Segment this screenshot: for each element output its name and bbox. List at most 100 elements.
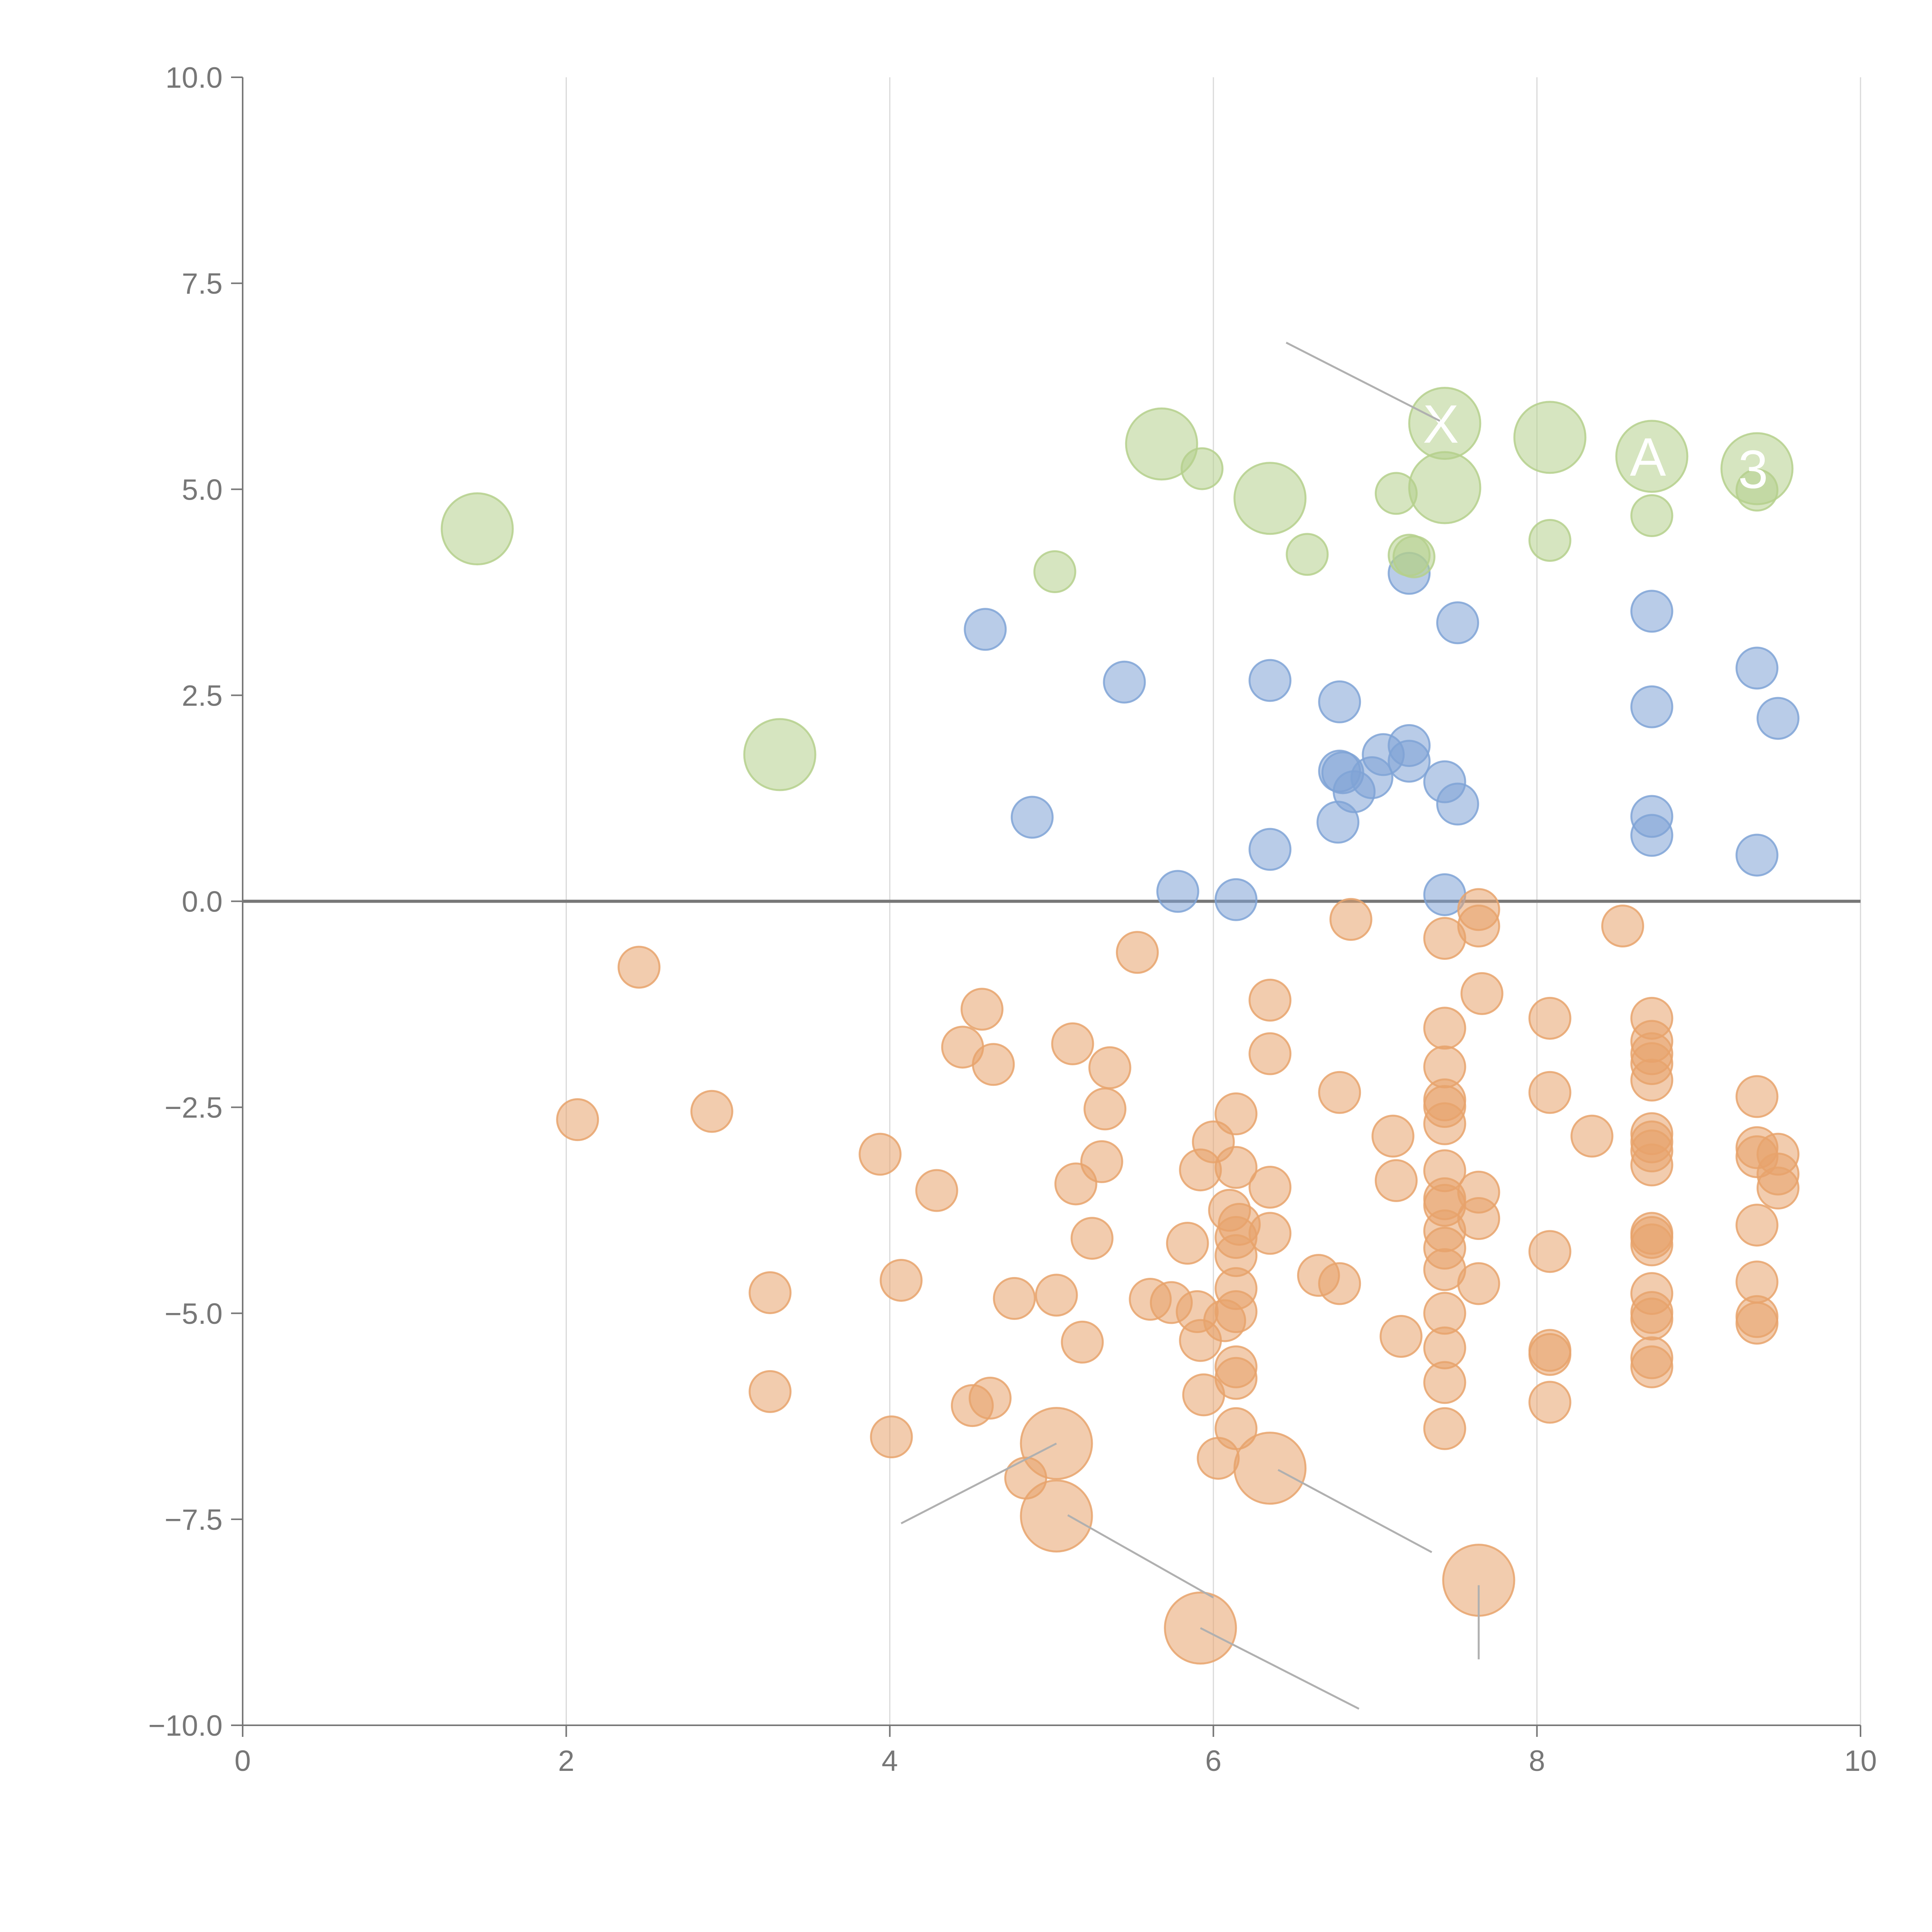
y-tick-label: 5.0 (182, 473, 223, 506)
orange-point (1423, 1007, 1466, 1050)
orange-point (1248, 1032, 1292, 1075)
orange-point (1528, 1071, 1571, 1114)
orange-point (748, 1370, 792, 1413)
leader-line (1286, 342, 1440, 422)
orange-point (1630, 1345, 1673, 1388)
blue-point (1735, 833, 1779, 877)
orange-point (1214, 1146, 1258, 1189)
x-tick-label: 0 (235, 1745, 251, 1777)
point-label: A (1630, 427, 1666, 487)
blue-point (1248, 659, 1292, 702)
y-tick-label: 10.0 (165, 61, 223, 94)
orange-point (1457, 904, 1500, 947)
orange-point (972, 1043, 1015, 1086)
orange-point (1318, 1262, 1361, 1305)
orange-point (1248, 1165, 1292, 1209)
leader-line (900, 1442, 1057, 1524)
blue-point (1103, 660, 1146, 704)
orange-point (1528, 1381, 1571, 1424)
y-tick-label: 7.5 (182, 267, 223, 300)
orange-large-point (1020, 1479, 1093, 1553)
orange-point (1630, 1223, 1673, 1267)
green-large-point (1408, 451, 1481, 524)
leader-line (1200, 1627, 1360, 1710)
orange-point (1374, 1159, 1418, 1202)
orange-point (1080, 1140, 1123, 1183)
orange-point (870, 1415, 913, 1459)
green-large-point (1720, 432, 1794, 505)
orange-point (1528, 997, 1571, 1040)
y-tick-label: 2.5 (182, 679, 223, 712)
green-point (1528, 519, 1571, 562)
green-large-point (1125, 407, 1198, 481)
orange-point (1528, 1333, 1571, 1376)
x-tick-label: 10 (1844, 1745, 1877, 1777)
orange-point (993, 1277, 1036, 1320)
points-layer (556, 447, 1799, 1500)
orange-point (1630, 1058, 1673, 1102)
leader-line (1277, 1469, 1432, 1553)
y-tick-label: −5.0 (165, 1298, 223, 1330)
blue-point (1156, 870, 1199, 913)
orange-point (1329, 898, 1372, 941)
orange-point (1457, 1197, 1500, 1240)
blue-point (1248, 828, 1292, 871)
orange-point (1423, 1407, 1466, 1450)
x-tick-label: 2 (558, 1745, 574, 1777)
leader-line (1067, 1514, 1214, 1599)
orange-point (1166, 1221, 1209, 1265)
orange-point (968, 1376, 1012, 1420)
blue-point (1735, 646, 1779, 690)
green-large-point (440, 492, 514, 566)
green-large-point (1233, 462, 1307, 535)
blue-point (1214, 878, 1258, 921)
axes-layer: 10.0 7.5 5.0 2.5 0.0 −2.5 −5.0 −7.5 −10.0 0 2 4 6 8 10 (148, 61, 1877, 1777)
blue-point (1318, 680, 1361, 723)
green-point (1630, 494, 1673, 537)
orange-point (859, 1133, 902, 1176)
orange-point (915, 1169, 958, 1212)
green-large-point (1513, 401, 1587, 474)
orange-point (1248, 1212, 1292, 1255)
labeled-points-layer: X A 3 (440, 342, 1794, 1710)
blue-point (1316, 801, 1360, 844)
orange-point (1735, 1301, 1779, 1345)
orange-point (1371, 1114, 1415, 1158)
orange-point (1423, 1361, 1466, 1404)
orange-point (1248, 978, 1292, 1022)
orange-point (1035, 1274, 1078, 1317)
orange-point (1379, 1315, 1423, 1358)
y-tick-label: −10.0 (148, 1709, 223, 1742)
orange-point (1051, 1022, 1094, 1065)
green-point (1392, 535, 1435, 578)
x-tick-label: 4 (882, 1745, 898, 1777)
orange-point (1088, 1046, 1131, 1089)
blue-point (964, 608, 1007, 651)
orange-point (748, 1271, 792, 1314)
blue-point (1010, 796, 1054, 839)
orange-point (1182, 1373, 1225, 1417)
blue-point (1630, 814, 1673, 857)
point-label: X (1423, 394, 1459, 454)
orange-point (1070, 1217, 1114, 1260)
green-large-point (743, 718, 816, 791)
orange-point (1197, 1437, 1240, 1480)
blue-point (1756, 697, 1799, 740)
x-tick-label: 6 (1205, 1745, 1221, 1777)
orange-point (1318, 1071, 1361, 1114)
orange-point (1214, 1092, 1258, 1136)
blue-point (1630, 685, 1673, 728)
orange-point (1756, 1167, 1799, 1210)
x-tick-label: 8 (1529, 1745, 1545, 1777)
orange-point (556, 1098, 599, 1141)
orange-large-point (1233, 1432, 1307, 1505)
orange-point (1630, 1298, 1673, 1341)
orange-point (879, 1259, 923, 1302)
green-large-point (1615, 420, 1689, 493)
blue-point (1436, 782, 1479, 826)
green-point (1286, 533, 1329, 576)
orange-point (1061, 1320, 1104, 1364)
orange-point (1083, 1087, 1127, 1131)
y-tick-label: −7.5 (165, 1503, 223, 1536)
orange-point (1423, 1102, 1466, 1145)
